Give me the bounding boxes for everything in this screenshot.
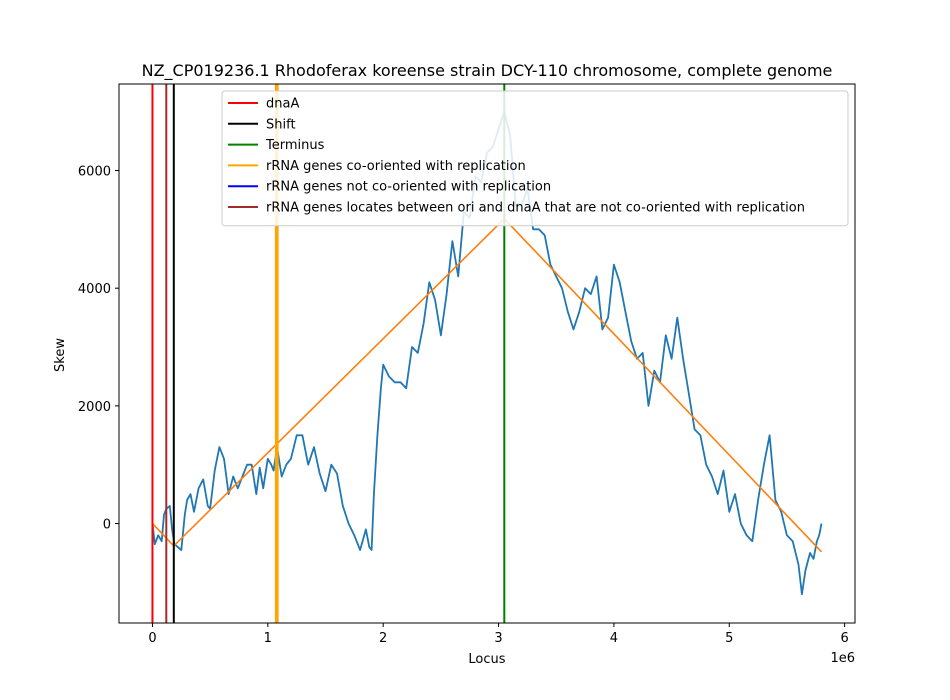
legend-label: dnaA <box>266 97 299 112</box>
x-axis-offset-text: 1e6 <box>830 651 855 666</box>
legend: dnaA Shift Terminus rRNA genes co-oriented … <box>221 90 849 227</box>
legend-label: Shift <box>266 117 296 132</box>
legend-label: rRNA genes co-oriented with replication <box>266 159 526 174</box>
x-tick-label: 5 <box>725 631 733 646</box>
x-tick-label: 0 <box>148 631 156 646</box>
legend-label: rRNA genes not co-oriented with replicat… <box>266 180 551 195</box>
y-axis: 0 2000 4000 6000 <box>78 164 119 533</box>
y-axis-label: Skew <box>53 338 68 372</box>
x-tick-label: 3 <box>494 631 502 646</box>
plot-frame <box>118 83 856 624</box>
chart-title: NZ_CP019236.1 Rhodoferax koreense strain… <box>142 61 833 81</box>
x-tick-label: 6 <box>840 631 848 646</box>
skew-series-line <box>151 110 823 596</box>
legend-label: Terminus <box>265 138 325 153</box>
y-tick-label: 6000 <box>78 164 111 179</box>
fit-line <box>151 217 823 553</box>
x-tick-label: 2 <box>379 631 387 646</box>
x-axis-label: Locus <box>468 652 505 667</box>
x-tick-label: 1 <box>264 631 272 646</box>
y-tick-label: 0 <box>103 518 111 533</box>
x-tick-label: 4 <box>610 631 618 646</box>
x-axis: 0 1 2 3 4 5 6 <box>148 623 849 646</box>
legend-label: rRNA genes locates between ori and dnaA … <box>266 201 805 216</box>
legend-box <box>221 90 849 227</box>
y-tick-label: 2000 <box>78 400 111 415</box>
y-tick-label: 4000 <box>78 282 111 297</box>
